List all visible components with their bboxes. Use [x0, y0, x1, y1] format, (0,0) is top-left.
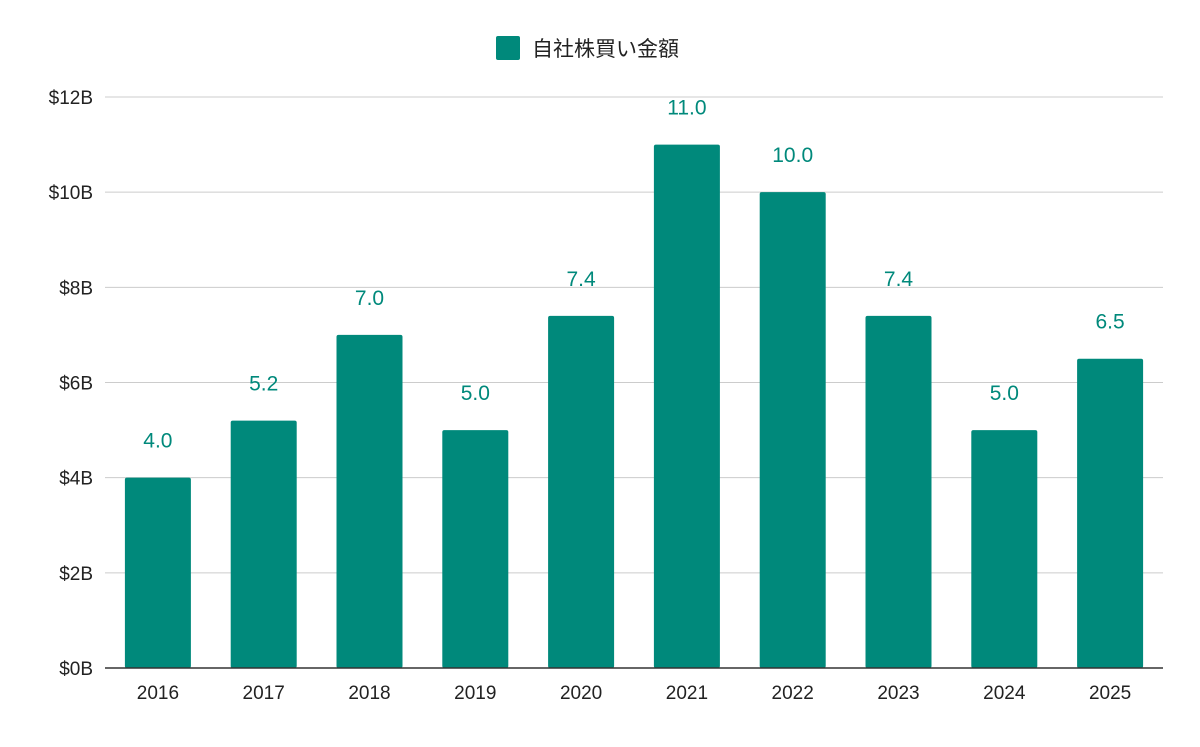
y-axis-tick-labels: $0B $2B $4B $6B $8B $10B $12B: [49, 88, 93, 680]
legend-label: 自社株買い金額: [532, 38, 679, 61]
y-tick-label: $12B: [49, 88, 93, 109]
data-label: 5.0: [990, 382, 1019, 405]
bar: [865, 315, 932, 668]
data-label: 7.0: [355, 287, 384, 310]
x-tick-label: 2024: [983, 683, 1026, 704]
data-label: 6.5: [1095, 311, 1124, 334]
bar: [1077, 358, 1144, 668]
data-label: 5.0: [461, 382, 490, 405]
y-tick-label: $2B: [59, 564, 93, 585]
x-tick-label: 2020: [560, 683, 602, 704]
x-tick-label: 2018: [348, 683, 390, 704]
data-label: 7.4: [884, 268, 914, 291]
bar: [124, 477, 191, 668]
bars: [124, 144, 1144, 669]
x-axis-tick-labels: 2016 2017 2018 2019 2020 2021 2022 2023 2024 2025: [137, 683, 1131, 704]
bar: [759, 192, 826, 668]
x-tick-label: 2021: [666, 683, 708, 704]
data-label: 4.0: [143, 430, 172, 453]
bar: [230, 420, 297, 668]
legend-swatch: [496, 36, 520, 60]
bar: [548, 315, 615, 668]
bar: [653, 144, 720, 669]
data-label: 5.2: [249, 373, 278, 396]
bar: [442, 430, 509, 668]
x-tick-label: 2025: [1089, 683, 1131, 704]
x-tick-label: 2022: [772, 683, 814, 704]
y-tick-label: $4B: [59, 469, 93, 490]
y-tick-label: $6B: [59, 374, 93, 395]
legend: 自社株買い金額: [496, 36, 679, 61]
data-label: 7.4: [566, 268, 596, 291]
x-tick-label: 2017: [243, 683, 285, 704]
x-tick-label: 2023: [877, 683, 919, 704]
y-tick-label: $0B: [59, 659, 93, 680]
bar: [971, 430, 1038, 668]
x-tick-label: 2019: [454, 683, 496, 704]
x-tick-label: 2016: [137, 683, 179, 704]
y-tick-label: $8B: [59, 278, 93, 299]
data-label: 10.0: [772, 144, 813, 167]
data-label: 11.0: [667, 97, 706, 120]
bar: [336, 334, 403, 668]
data-labels: 4.0 5.2 7.0 5.0 7.4 11.0 10.0 7.4 5.0 6.5: [143, 97, 1124, 453]
y-tick-label: $10B: [49, 183, 93, 204]
